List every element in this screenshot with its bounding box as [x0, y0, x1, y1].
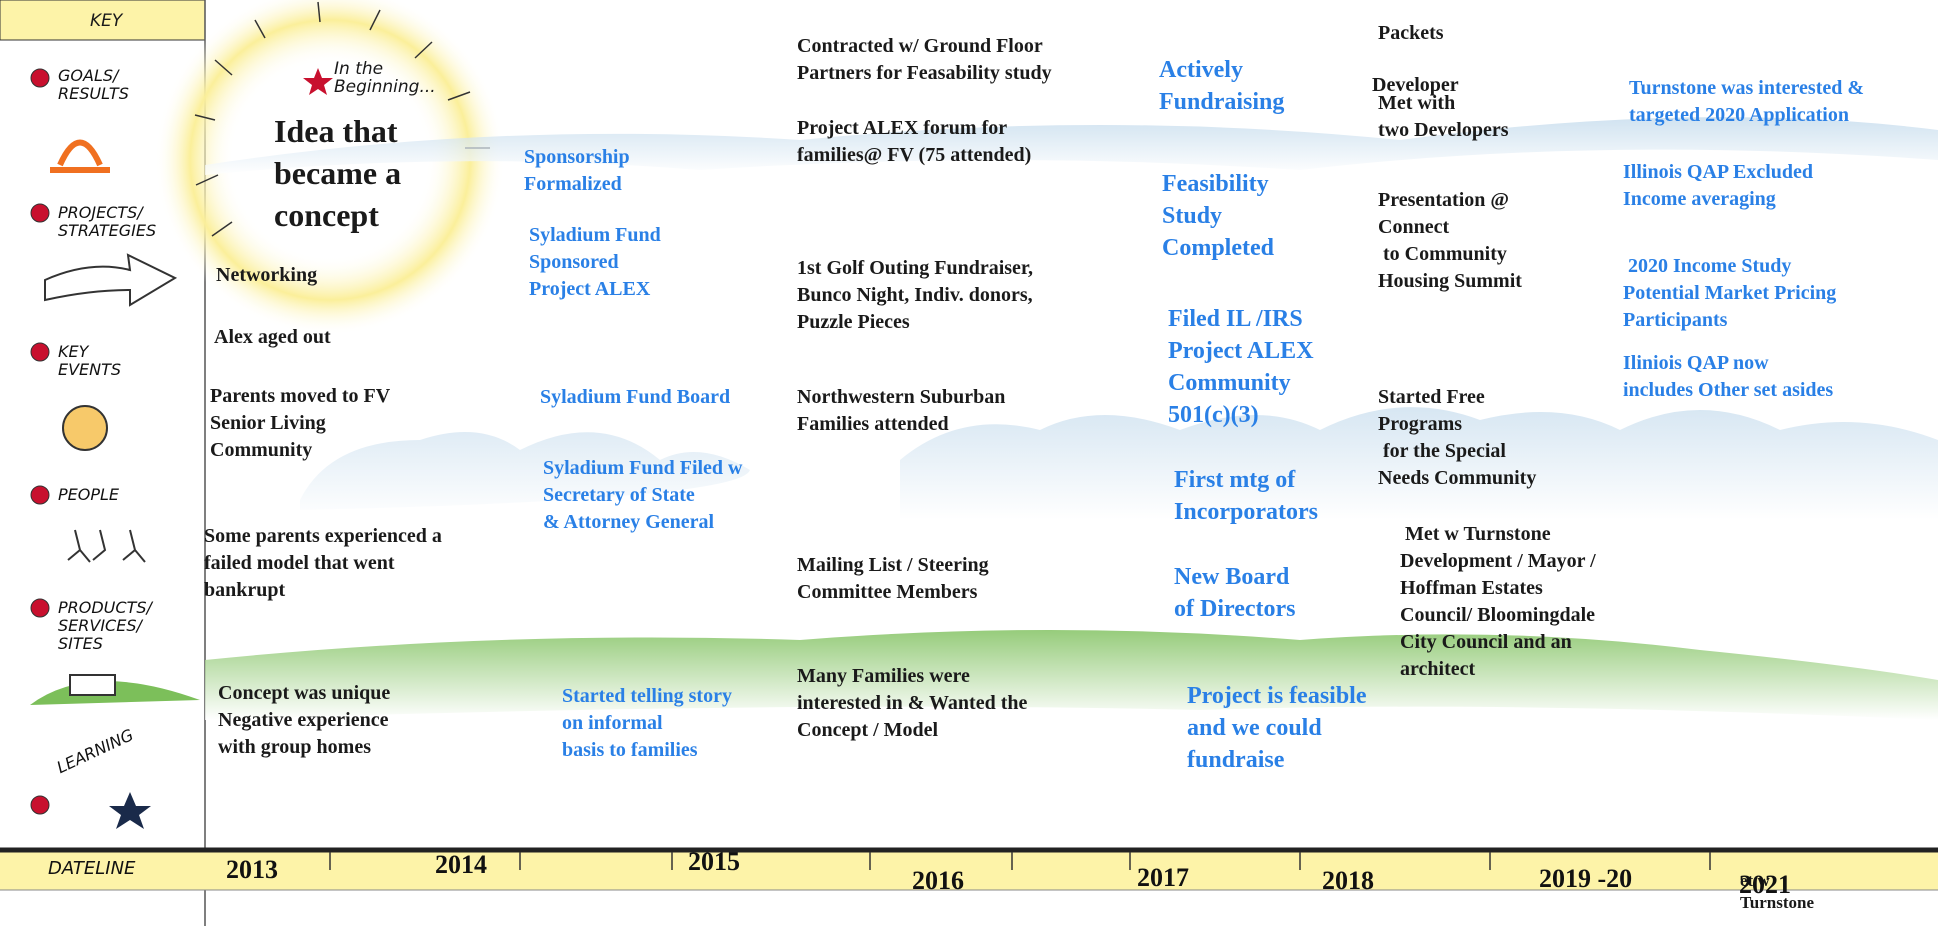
note: 2020 Income Study Potential Market Prici… [1623, 253, 1836, 334]
year: 2018 [1322, 866, 1374, 896]
note: New Board of Directors [1174, 561, 1296, 625]
note: Started telling story on informal basis … [562, 683, 732, 764]
hills [205, 630, 1938, 720]
note: Concept was unique Negative experience w… [218, 680, 390, 761]
note: Iliniois QAP now includes Other set asid… [1623, 350, 1833, 404]
key-title: KEY [90, 8, 122, 35]
note: Contracted w/ Ground Floor Partners for … [797, 33, 1052, 87]
note: Northwestern Suburban Families attended [797, 384, 1005, 438]
note: Networking [216, 262, 317, 289]
note: Parents moved to FV Senior Living Commun… [210, 383, 390, 464]
key-item: PRODUCTS/ SERVICES/ SITES [58, 599, 152, 653]
note: Met w Turnstone Development / Mayor / Ho… [1400, 521, 1596, 683]
note: Project ALEX forum for families@ FV (75 … [797, 115, 1031, 169]
note: Illinois QAP Excluded Income averaging [1623, 159, 1813, 213]
note: Filed IL /IRS Project ALEX Community 501… [1168, 303, 1314, 431]
key-item: KEY EVENTS [58, 343, 121, 379]
dateline-label: DATELINE [48, 858, 135, 879]
note: Actively Fundraising [1159, 54, 1284, 118]
year: 2017 [1137, 863, 1189, 893]
note: First mtg of Incorporators [1174, 464, 1318, 528]
note: Syladium Fund Filed w Secretary of State… [543, 455, 743, 536]
note: Syladium Fund Board [540, 384, 730, 411]
intro-tag: In the Beginning... [334, 60, 436, 96]
note: Syladium Fund Sponsored Project ALEX [529, 222, 661, 303]
note: Met with two Developers [1378, 90, 1509, 144]
dateline-band [0, 850, 1938, 890]
note: Many Families were interested in & Wante… [797, 663, 1027, 744]
note: 1st Golf Outing Fundraiser, Bunco Night,… [797, 255, 1033, 336]
note: Presentation @ Connect to Community Hous… [1378, 187, 1522, 295]
note: Mailing List / Steering Committee Member… [797, 552, 989, 606]
page: KEY GOALS/ RESULTS PROJECTS/ STRATEGIES … [0, 0, 1938, 926]
year: 2019 -20 [1539, 864, 1632, 894]
year: 2015 [688, 847, 740, 877]
key-item: PROJECTS/ STRATEGIES [58, 204, 156, 240]
note: Some parents experienced a failed model … [204, 523, 442, 604]
note: Feasibility Study Completed [1162, 168, 1274, 264]
key-item: GOALS/ RESULTS [58, 67, 129, 103]
year: 2014 [435, 850, 487, 880]
year: 2021 [1739, 870, 1791, 900]
note: Sponsorship Formalized [524, 144, 630, 198]
key-item: PEOPLE [58, 486, 119, 504]
note: Alex aged out [214, 324, 331, 351]
year: 2016 [912, 866, 964, 896]
note: Project is feasible and we could fundrai… [1187, 680, 1367, 776]
note: Turnstone was interested & targeted 2020… [1629, 75, 1864, 129]
note: Started Free Programs for the Special Ne… [1378, 384, 1536, 492]
year: 2013 [226, 855, 278, 885]
note: Packets [1378, 20, 1444, 47]
intro-headline: Idea that became a concept [274, 110, 401, 236]
